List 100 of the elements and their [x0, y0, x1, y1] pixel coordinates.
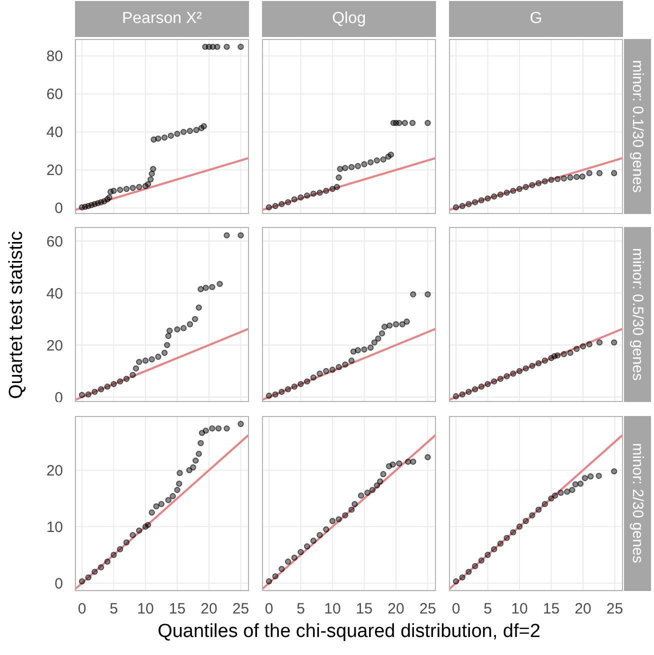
point	[130, 372, 136, 378]
point	[367, 344, 374, 351]
point	[381, 324, 388, 330]
point	[402, 120, 408, 126]
point	[78, 392, 86, 398]
text: minor: 2/30 genes	[624, 416, 651, 591]
point	[588, 473, 594, 480]
point	[310, 190, 317, 197]
point	[98, 386, 104, 392]
chart-title: Pearson X²	[75, 1, 249, 37]
point	[380, 156, 386, 163]
point	[214, 44, 220, 50]
y-tick-label: 0	[54, 200, 63, 218]
point	[238, 420, 244, 428]
point	[516, 186, 523, 192]
point	[352, 500, 358, 508]
point	[110, 380, 117, 388]
point	[466, 568, 472, 575]
point	[410, 458, 416, 465]
point	[323, 526, 330, 533]
point	[266, 578, 272, 585]
y-tick-label: 80	[46, 48, 63, 66]
point	[92, 568, 98, 575]
point	[396, 120, 402, 126]
point	[110, 552, 117, 558]
point	[186, 321, 194, 328]
point	[504, 373, 510, 380]
point	[316, 370, 323, 377]
point	[161, 350, 168, 356]
x-tick-label: 15	[168, 600, 186, 618]
point	[278, 201, 285, 208]
x-tick-label: 10	[137, 600, 154, 618]
x-tick-label: 0	[452, 600, 460, 618]
point	[316, 532, 323, 538]
point	[323, 368, 330, 374]
x-tick-label: 25	[232, 600, 250, 618]
x-tick-label: 20	[388, 600, 404, 618]
point	[148, 170, 155, 177]
point	[529, 362, 536, 369]
point	[110, 188, 117, 194]
point	[484, 195, 491, 202]
point	[284, 558, 292, 565]
point	[104, 384, 110, 390]
point	[168, 132, 174, 139]
point	[329, 518, 336, 524]
point	[136, 358, 142, 366]
point	[192, 316, 198, 322]
point	[490, 378, 498, 385]
point	[272, 202, 278, 210]
x-tick-label: 20	[200, 600, 218, 618]
point	[567, 174, 574, 181]
point	[238, 232, 244, 238]
point	[272, 573, 278, 580]
point	[354, 347, 361, 354]
point	[278, 566, 285, 572]
point	[596, 170, 603, 176]
point	[291, 554, 298, 561]
point	[510, 188, 516, 194]
point	[472, 199, 478, 206]
point	[586, 170, 592, 176]
point	[200, 123, 208, 130]
point	[193, 126, 200, 134]
x-tick-label: 25	[419, 600, 436, 618]
point	[452, 204, 460, 210]
x-tick-label: 5	[110, 600, 118, 618]
point	[399, 321, 406, 328]
point	[358, 492, 364, 499]
point	[147, 176, 154, 183]
point	[174, 130, 180, 137]
point	[224, 425, 230, 432]
point	[298, 548, 304, 556]
point	[116, 378, 124, 385]
point	[329, 186, 336, 192]
point	[510, 529, 516, 536]
point	[304, 543, 310, 550]
point	[176, 470, 183, 476]
point	[298, 194, 304, 201]
point	[522, 184, 529, 190]
point	[161, 134, 168, 141]
point	[459, 391, 466, 398]
point	[580, 343, 586, 350]
point	[404, 458, 412, 465]
x-tick-label: 20	[574, 600, 592, 618]
point	[209, 284, 216, 290]
point	[535, 360, 542, 366]
point	[144, 181, 152, 188]
point	[577, 480, 584, 487]
point	[158, 500, 164, 508]
point	[596, 472, 602, 479]
point	[392, 321, 400, 328]
point	[136, 184, 142, 190]
point	[522, 518, 529, 524]
point	[567, 350, 574, 356]
x-tick-label: 5	[484, 600, 492, 618]
point	[198, 286, 204, 292]
y-tick-label: 0	[54, 575, 63, 592]
point	[466, 388, 472, 395]
point	[354, 163, 361, 170]
point	[497, 376, 504, 382]
point	[150, 166, 156, 172]
